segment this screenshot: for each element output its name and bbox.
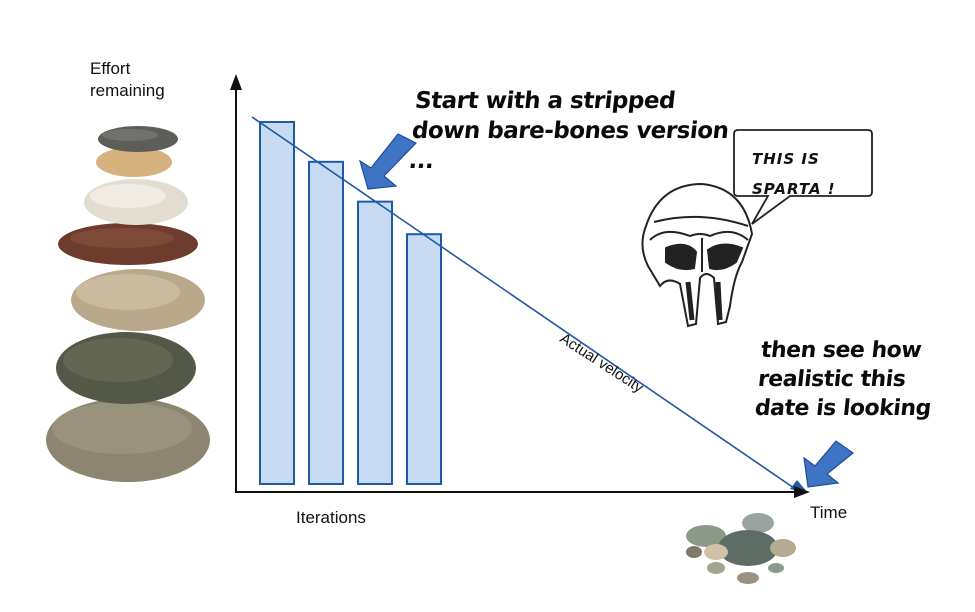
bar-iteration-4 bbox=[406, 233, 442, 485]
arrow-icon bbox=[358, 133, 418, 190]
speech-bubble-line-2: SPARTA ! bbox=[752, 180, 836, 198]
spartan-helmet-icon bbox=[641, 182, 754, 328]
speech-bubble-text: THIS IS SPARTA ! bbox=[752, 144, 877, 204]
trend-line-actual-velocity bbox=[251, 116, 795, 489]
stone-stack-icon bbox=[46, 126, 210, 482]
speech-bubble-line-1: THIS IS bbox=[752, 150, 820, 168]
end-note: then see how realistic this date is look… bbox=[753, 338, 933, 421]
pebbles-icon bbox=[686, 513, 796, 584]
bar-iteration-3 bbox=[357, 200, 393, 485]
y-axis-label: Effort remaining bbox=[90, 59, 165, 100]
x-axis-arrowhead bbox=[794, 486, 810, 498]
speech-bubble bbox=[733, 129, 873, 225]
bar-iteration-1 bbox=[259, 121, 295, 485]
start-note: Start with a stripped down bare-bones ve… bbox=[407, 88, 730, 174]
arrow-icon bbox=[803, 440, 854, 488]
bar-iteration-2 bbox=[308, 160, 344, 485]
x-axis-label: Iterations bbox=[296, 508, 366, 527]
time-label: Time bbox=[810, 503, 848, 522]
y-axis-arrowhead bbox=[230, 74, 242, 90]
bar-series bbox=[259, 121, 442, 485]
